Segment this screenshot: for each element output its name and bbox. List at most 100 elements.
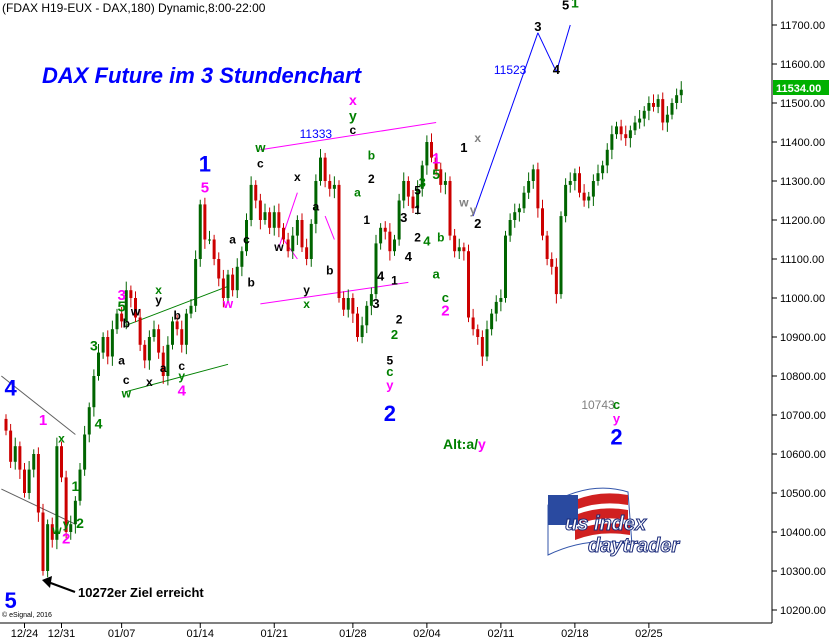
- candle-body: [46, 524, 50, 571]
- wave-label: 3: [117, 287, 125, 304]
- candle-body: [443, 181, 447, 185]
- wave-label: y: [155, 293, 162, 307]
- wave-label: 5: [387, 353, 394, 367]
- wave-label: y: [386, 378, 394, 393]
- candle-body: [282, 227, 285, 240]
- wave-label: 2: [441, 303, 449, 320]
- trend-line: [126, 285, 229, 326]
- wave-label: 1: [460, 140, 467, 155]
- candle-body: [106, 337, 110, 357]
- wave-label: 2: [391, 327, 398, 342]
- candle-body: [69, 524, 73, 532]
- wave-label: 2: [474, 216, 481, 231]
- candle-body: [4, 418, 8, 431]
- candle-body: [194, 259, 198, 306]
- candle-body: [221, 278, 225, 298]
- candle-body: [161, 352, 165, 376]
- wave-label: 4: [377, 268, 385, 283]
- trend-line: [126, 363, 229, 393]
- wave-label: x: [146, 375, 153, 389]
- candle-body: [138, 317, 142, 345]
- candle-body: [291, 235, 295, 252]
- wave-label: y: [303, 283, 310, 297]
- y-tick-label: 11000.00: [780, 293, 825, 305]
- wave-label: c: [257, 156, 264, 170]
- candle-body: [305, 247, 309, 259]
- candle-body: [87, 407, 91, 435]
- wave-label: 1: [199, 151, 211, 176]
- wave-label: b: [173, 308, 180, 322]
- candle-body: [517, 208, 521, 213]
- candle-body: [143, 344, 147, 361]
- candle-body: [328, 181, 332, 189]
- wave-label: x: [303, 297, 310, 311]
- candle-body: [263, 212, 267, 220]
- candles: [4, 81, 683, 578]
- candle-body: [624, 134, 628, 139]
- candle-body: [32, 454, 36, 470]
- candle-body: [476, 329, 480, 337]
- wave-label: x: [155, 283, 162, 297]
- y-tick-label: 11300.00: [780, 176, 825, 188]
- candle-body: [531, 169, 535, 181]
- wave-label: 5: [432, 166, 440, 182]
- header-text: (FDAX H19-EUX - DAX,180) Dynamic,8:00-22…: [2, 1, 266, 15]
- last-price-label: 11534.00: [776, 83, 821, 95]
- wave-label: 1: [414, 203, 421, 217]
- candle-body: [638, 118, 642, 123]
- wave-label: x: [58, 431, 65, 445]
- candle-body: [642, 110, 646, 119]
- y-tick-label: 10500.00: [780, 488, 826, 500]
- wave-label: x: [349, 92, 357, 108]
- candle-body: [101, 337, 105, 353]
- candle-body: [480, 337, 484, 357]
- candle-body: [78, 469, 82, 501]
- candle-body: [559, 216, 563, 295]
- candle-body: [83, 434, 87, 470]
- candle-body: [360, 325, 364, 337]
- y-tick-label: 10800.00: [780, 371, 826, 383]
- y-tick-label: 10700.00: [780, 410, 826, 422]
- candle-body: [411, 196, 415, 209]
- candle-body: [647, 103, 651, 111]
- wave-label: a: [354, 186, 361, 200]
- candle-body: [212, 239, 216, 259]
- candle-body: [652, 103, 655, 107]
- candle-body: [356, 313, 359, 337]
- wave-label: y: [470, 203, 477, 217]
- candle-body: [64, 477, 68, 532]
- candle-body: [134, 298, 137, 318]
- wave-label: c: [123, 373, 130, 387]
- candle-body: [268, 212, 272, 228]
- y-tick-label: 11100.00: [780, 254, 824, 266]
- wave-label: 1: [571, 0, 579, 10]
- x-tick-label: 02/25: [635, 628, 663, 640]
- candle-body: [448, 181, 452, 236]
- copyright-text: © eSignal, 2016: [2, 611, 52, 619]
- wave-label: 2: [368, 172, 375, 186]
- candle-body: [462, 247, 466, 252]
- wave-label: w: [51, 523, 62, 537]
- x-tick-label: 01/28: [339, 628, 367, 640]
- candle-body: [9, 430, 13, 462]
- wave-label: y: [178, 369, 185, 383]
- wave-label: c: [386, 364, 393, 379]
- candle-body: [152, 329, 156, 337]
- candle-body: [124, 290, 128, 322]
- wave-label: b: [326, 264, 333, 278]
- candle-body: [258, 200, 262, 220]
- candle-body: [393, 239, 396, 252]
- wave-label: 4: [95, 416, 103, 432]
- candle-body: [494, 301, 498, 314]
- wave-label: 5: [117, 299, 125, 316]
- candle-body: [295, 220, 299, 236]
- wave-label: 2: [396, 312, 403, 326]
- candle-body: [374, 243, 378, 295]
- candle-body: [467, 251, 470, 318]
- candle-body: [217, 259, 221, 279]
- trend-line: [260, 122, 437, 151]
- x-tick-label: 02/11: [488, 628, 515, 640]
- wave-label: w: [458, 195, 469, 209]
- candle-body: [254, 184, 258, 201]
